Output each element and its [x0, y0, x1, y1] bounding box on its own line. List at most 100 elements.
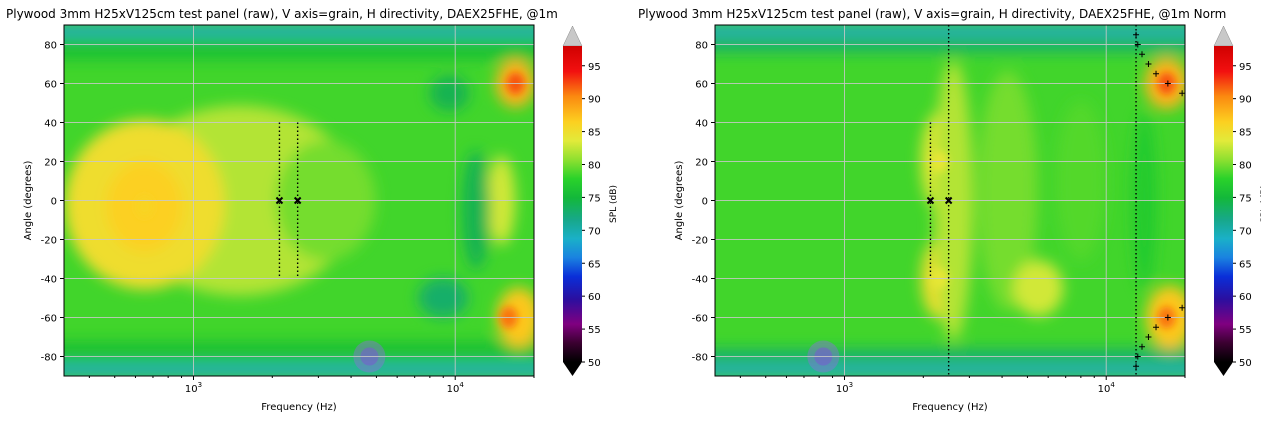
edge-band — [64, 25, 534, 37]
colorbar-tick-label: 55 — [1239, 325, 1252, 336]
marker-plus — [1138, 51, 1145, 58]
chart-title: Plywood 3mm H25xV125cm test panel (raw),… — [638, 7, 1226, 21]
marker-plus — [1133, 363, 1140, 370]
marker-plus — [1133, 31, 1140, 38]
edge-band — [64, 340, 534, 361]
marker-plus — [1153, 324, 1160, 331]
y-tick-label: -80 — [692, 353, 708, 364]
colorbar-label: SPL (dB) — [609, 185, 619, 223]
marker-x-stroke — [275, 196, 284, 205]
y-tick-label: 0 — [702, 197, 708, 208]
edge-band — [715, 25, 1185, 37]
marker-plus — [1145, 61, 1152, 67]
marker-x — [926, 196, 935, 205]
edge-band — [64, 364, 534, 376]
marker-x-stroke — [293, 196, 302, 205]
y-tick-label: -40 — [692, 275, 708, 286]
colorbar-tick-label: 65 — [1239, 259, 1252, 270]
colorbar: 50 55 60 65 70 75 80 85 90 95 SPL (dB) — [562, 25, 619, 376]
marker-plus — [1134, 41, 1141, 48]
x-axis-label: Frequency (Hz) — [261, 402, 337, 413]
colorbar-extend-bottom — [1214, 362, 1233, 376]
colorbar-tick-label: 90 — [588, 95, 601, 106]
y-tick-label: 20 — [44, 158, 57, 169]
colorbar-tick-label: 70 — [588, 226, 601, 237]
y-axis-label: Angle (degrees) — [23, 161, 34, 241]
colorbar-tick-label: 85 — [1239, 128, 1252, 139]
marker-x-stroke — [926, 196, 935, 205]
colorbar-tick-label: 85 — [588, 128, 601, 139]
y-tick-label: -80 — [41, 353, 57, 364]
heatmap-hotspot — [135, 195, 154, 218]
colorbar-tick-label: 75 — [588, 193, 601, 204]
marker-x — [944, 196, 953, 205]
colorbar-tick-label: 75 — [1239, 193, 1252, 204]
y-tick-label: -20 — [41, 236, 57, 247]
colorbar-tick-label: 60 — [588, 292, 601, 303]
grid — [64, 25, 534, 376]
marker-plus — [1164, 80, 1171, 87]
marker-plus — [1145, 334, 1152, 340]
edge-band — [715, 348, 1185, 361]
field-blob — [1013, 260, 1064, 317]
x-tick-label-base: 10 — [836, 384, 849, 395]
colorbar-extend-bottom — [563, 362, 582, 376]
colorbar-extend-top — [1213, 25, 1234, 47]
field-blob — [1055, 101, 1106, 261]
marker-plus — [1134, 353, 1141, 360]
colorbar-extend-top — [562, 25, 583, 47]
x-tick-label-exponent: 4 — [1110, 381, 1115, 389]
marker-x — [293, 196, 302, 205]
edge-band — [715, 40, 1185, 53]
y-tick-label: 40 — [695, 119, 708, 130]
field-blob — [418, 278, 469, 318]
colorbar-tick-label: 80 — [1239, 161, 1252, 172]
y-tick-label: 0 — [51, 197, 57, 208]
y-tick-label: 60 — [44, 80, 57, 91]
colorbar-tick-label: 80 — [588, 161, 601, 172]
colorbar-tick-label: 90 — [1239, 95, 1252, 106]
edge-band — [715, 364, 1185, 376]
marker-plus — [1153, 70, 1160, 77]
marker-x-stroke — [944, 196, 953, 205]
chart-title: Plywood 3mm H25xV125cm test panel (raw),… — [6, 7, 558, 21]
colorbar-tick-label: 50 — [1239, 358, 1252, 369]
edge-band — [64, 40, 534, 61]
y-tick-label: -20 — [692, 236, 708, 247]
marker-plus — [1179, 90, 1186, 97]
marker-plus — [1179, 304, 1186, 311]
y-tick-label: 20 — [695, 158, 708, 169]
marker-plus — [1138, 343, 1145, 350]
y-tick-label: 80 — [44, 41, 57, 52]
y-axis-label: Angle (degrees) — [674, 161, 685, 241]
x-tick-label: 103 — [185, 381, 202, 395]
chart-panel-2: Plywood 3mm H25xV125cm test panel (raw),… — [638, 7, 1261, 413]
grid — [715, 25, 1185, 376]
x-tick-label: 104 — [447, 381, 465, 395]
y-tick-label: 40 — [44, 119, 57, 130]
x-tick-label-base: 10 — [1098, 384, 1111, 395]
colorbar-tick-label: 60 — [1239, 292, 1252, 303]
field-blob — [429, 75, 470, 112]
y-tick-label: -60 — [692, 314, 708, 325]
x-tick-label-base: 10 — [185, 384, 198, 395]
y-tick-label: 80 — [695, 41, 708, 52]
x-tick-label: 104 — [1098, 381, 1116, 395]
x-axis-label: Frequency (Hz) — [912, 402, 988, 413]
x-tick-label-base: 10 — [447, 384, 460, 395]
x-tick-label-exponent: 3 — [198, 381, 202, 389]
colorbar-tick-label: 65 — [588, 259, 601, 270]
colorbar-tick-label: 95 — [588, 62, 601, 73]
x-tick-label: 103 — [836, 381, 853, 395]
colorbar-tick-label: 55 — [588, 325, 601, 336]
x-tick-label-exponent: 3 — [849, 381, 853, 389]
chart-panel-1: Plywood 3mm H25xV125cm test panel (raw),… — [6, 7, 619, 413]
colorbar-tick-label: 50 — [588, 358, 601, 369]
y-tick-label: -60 — [41, 314, 57, 325]
colorbar-gradient — [563, 46, 582, 362]
colorbar-tick-label: 95 — [1239, 62, 1252, 73]
colorbar-gradient — [1214, 46, 1233, 362]
y-tick-label: -40 — [41, 275, 57, 286]
